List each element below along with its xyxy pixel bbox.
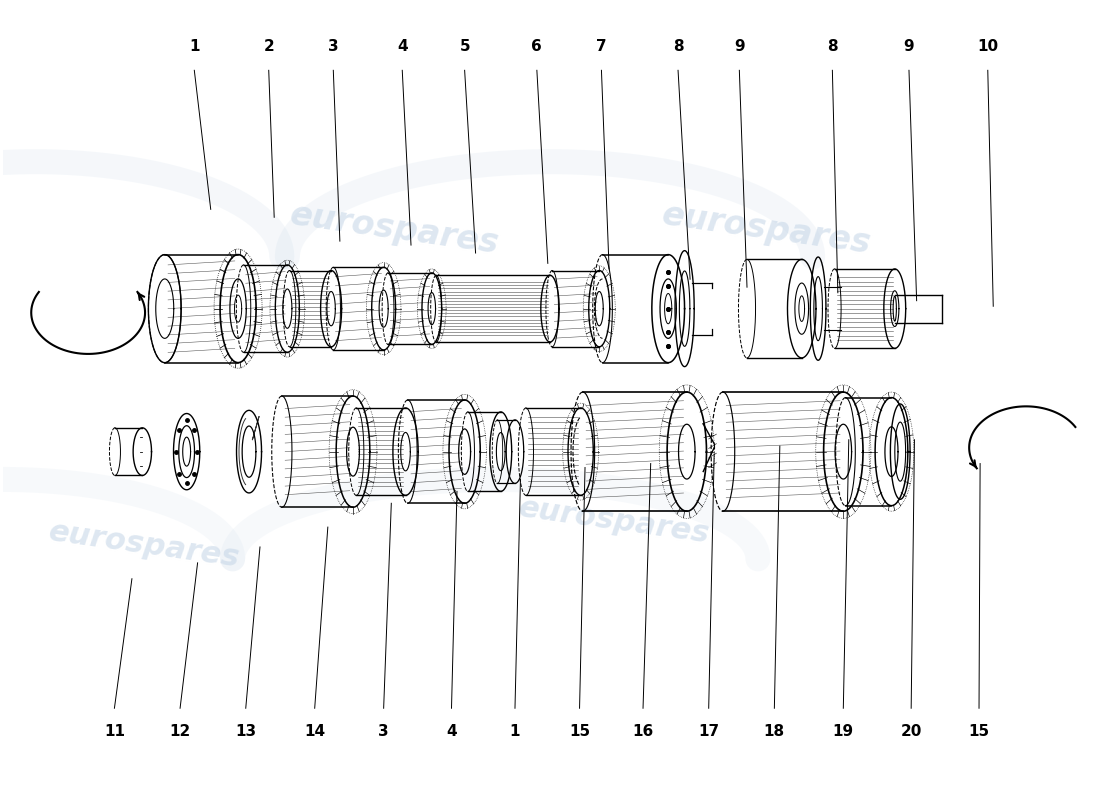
- Text: 3: 3: [328, 39, 339, 54]
- Text: 14: 14: [304, 724, 326, 739]
- Text: 18: 18: [763, 724, 785, 739]
- Text: 16: 16: [632, 724, 653, 739]
- Text: 10: 10: [977, 39, 999, 54]
- Text: 7: 7: [596, 39, 607, 54]
- Text: 19: 19: [833, 724, 854, 739]
- Text: 5: 5: [460, 39, 470, 54]
- Text: 2: 2: [263, 39, 274, 54]
- Text: 8: 8: [827, 39, 838, 54]
- Text: 12: 12: [169, 724, 190, 739]
- Text: 4: 4: [447, 724, 456, 739]
- Text: 3: 3: [378, 724, 389, 739]
- Text: eurospares: eurospares: [659, 198, 873, 260]
- Text: 1: 1: [189, 39, 199, 54]
- Text: 15: 15: [569, 724, 590, 739]
- Text: 11: 11: [103, 724, 125, 739]
- Text: 9: 9: [904, 39, 914, 54]
- Text: eurospares: eurospares: [46, 518, 242, 573]
- Text: 17: 17: [698, 724, 719, 739]
- Text: 15: 15: [968, 724, 990, 739]
- Text: 9: 9: [734, 39, 745, 54]
- Text: 13: 13: [235, 724, 256, 739]
- Text: 1: 1: [509, 724, 520, 739]
- Text: 6: 6: [531, 39, 542, 54]
- Text: eurospares: eurospares: [287, 198, 500, 260]
- Text: eurospares: eurospares: [517, 494, 712, 549]
- Text: 20: 20: [901, 724, 922, 739]
- Text: 8: 8: [673, 39, 683, 54]
- Text: 4: 4: [397, 39, 408, 54]
